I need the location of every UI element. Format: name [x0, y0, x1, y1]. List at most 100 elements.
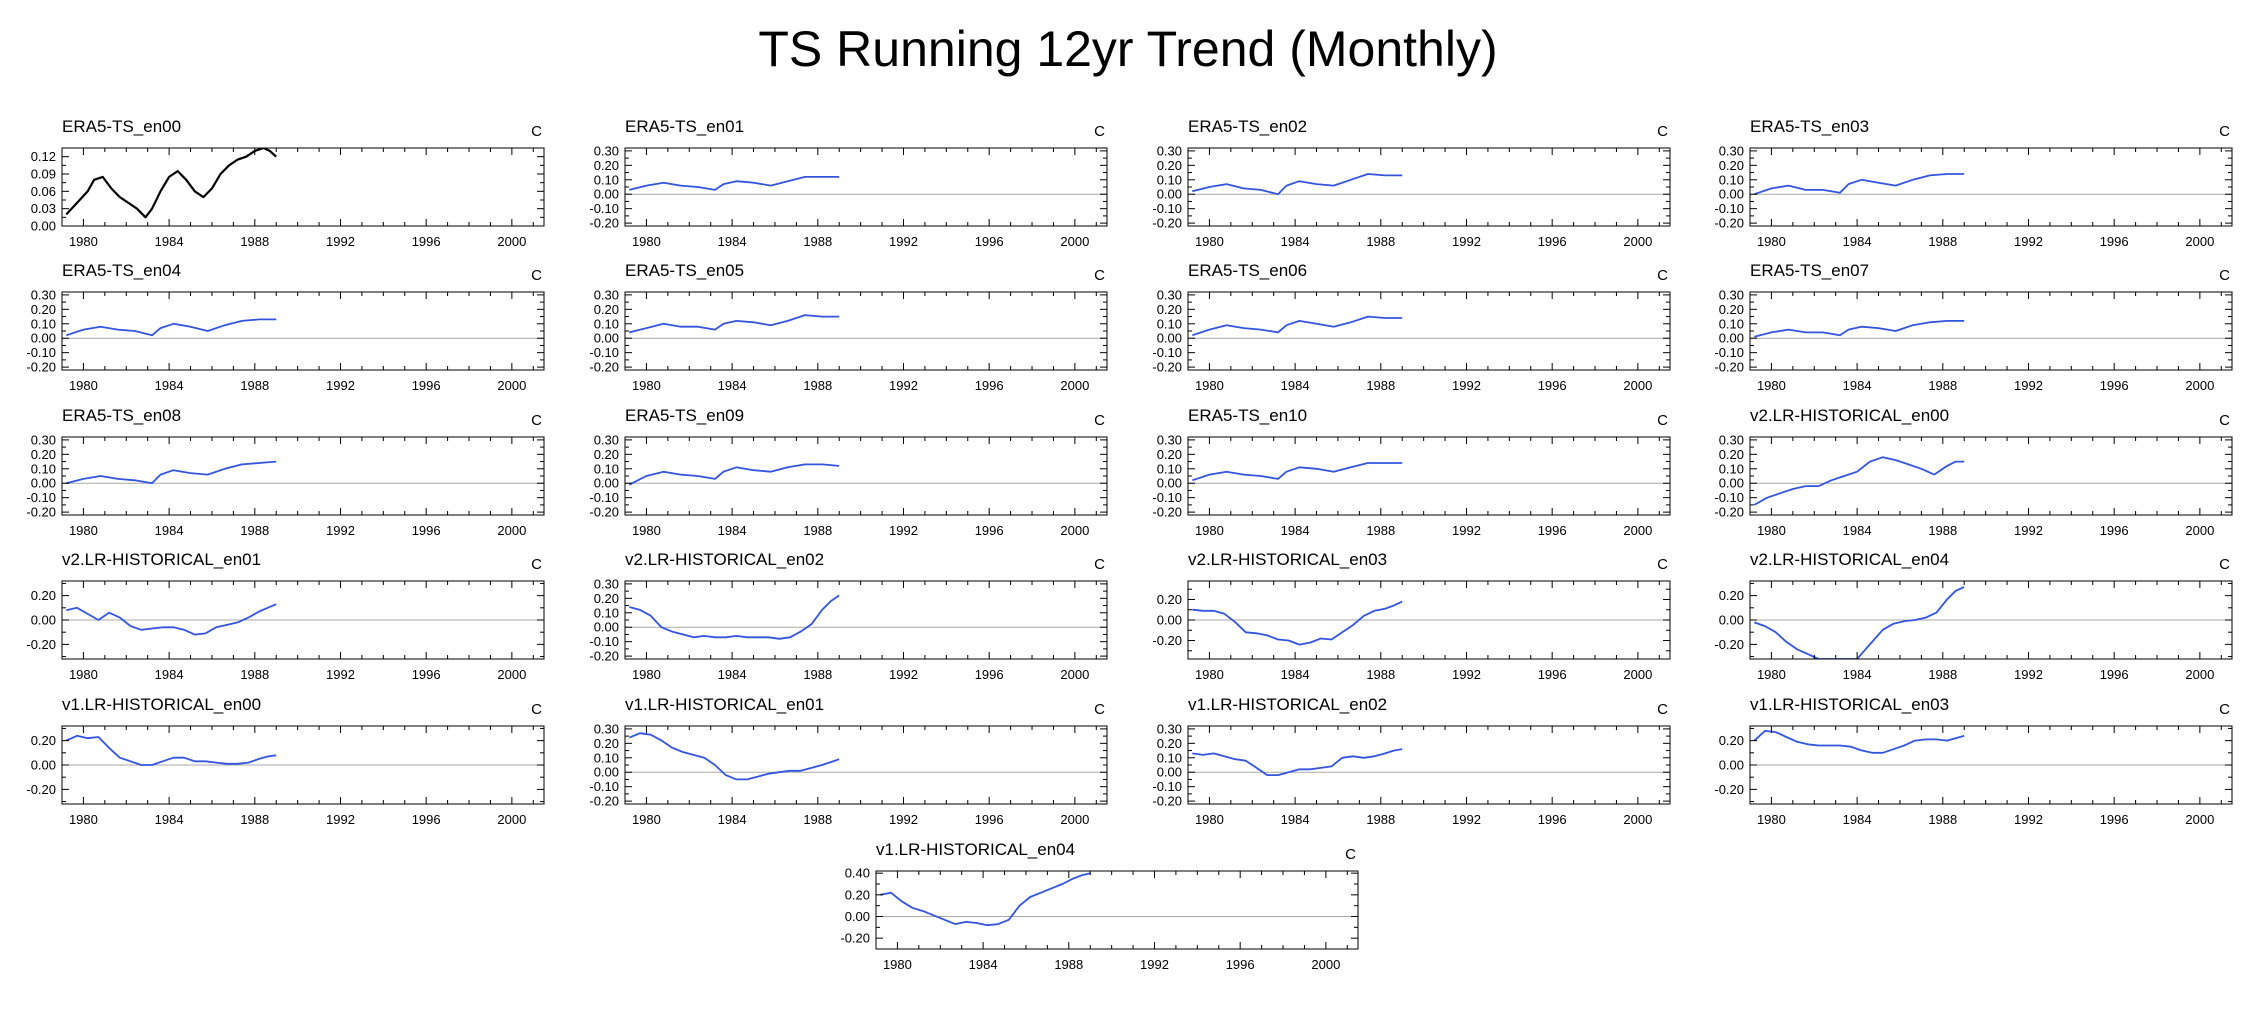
y-tick-label: 0.20 [1719, 447, 1744, 462]
x-tick-label: 1984 [1281, 378, 1310, 393]
x-tick-label: 1992 [1452, 667, 1481, 682]
y-tick-label: 0.20 [594, 591, 619, 606]
x-tick-label: 1988 [803, 667, 832, 682]
chart-panel: ERA5-TS_en10 C 1980 1984 1988 1992 1996 2000 0.3… [1152, 406, 1671, 538]
chart-panel: ERA5-TS_en04 C 1980 1984 1988 1992 1996 2000 0.3… [26, 261, 545, 393]
y-tick-label: 0.20 [31, 733, 56, 748]
x-tick-label: 1992 [326, 812, 355, 827]
y-tick-label: 0.20 [1157, 447, 1182, 462]
y-tick-label: 0.00 [1157, 476, 1182, 491]
y-tick-label: 0.10 [594, 172, 619, 187]
series-line [1754, 320, 1965, 338]
y-tick-label: 0.30 [594, 143, 619, 158]
x-tick-label: 1984 [1843, 234, 1872, 249]
x-tick-label: 1988 [1366, 523, 1395, 538]
series-line [1192, 462, 1403, 482]
y-tick-label: 0.30 [1719, 287, 1744, 302]
x-tick-label: 1996 [1538, 378, 1567, 393]
series-line [629, 314, 840, 334]
chart-panel: v2.LR-HISTORICAL_en02 C 1980 1984 1988 1992 19… [589, 550, 1108, 682]
y-tick-label: 0.10 [594, 605, 619, 620]
x-tick-label: 1988 [1928, 523, 1957, 538]
x-tick-label: 1984 [1281, 234, 1310, 249]
chart-panel: v2.LR-HISTORICAL_en00 C 1980 1984 1988 1992 19… [1714, 406, 2233, 538]
y-tick-label: 0.20 [1719, 733, 1744, 748]
x-tick-label: 1992 [326, 667, 355, 682]
panel-title: ERA5-TS_en09 [625, 406, 744, 425]
x-tick-label: 1996 [1538, 234, 1567, 249]
y-tick-label: 0.00 [1157, 765, 1182, 780]
y-tick-label: -0.20 [1714, 216, 1744, 231]
y-tick-label: 0.30 [594, 287, 619, 302]
series-line [65, 148, 277, 219]
x-tick-label: 1988 [803, 234, 832, 249]
x-tick-label: 1992 [2014, 378, 2043, 393]
y-tick-label: 0.10 [1157, 461, 1182, 476]
x-tick-label: 1984 [1843, 667, 1872, 682]
x-tick-label: 2000 [1623, 234, 1652, 249]
panel-title: v2.LR-HISTORICAL_en04 [1750, 550, 1949, 569]
x-tick-label: 1984 [718, 523, 747, 538]
chart-panel: ERA5-TS_en06 C 1980 1984 1988 1992 1996 2000 0.3… [1152, 261, 1671, 393]
y-tick-label: -0.10 [589, 490, 619, 505]
x-tick-label: 1980 [632, 523, 661, 538]
unit-label: C [2219, 701, 2230, 718]
chart-panel: v1.LR-HISTORICAL_en04 C 1980 1984 1988 1992 19… [840, 840, 1359, 972]
y-tick-label: 0.40 [845, 866, 870, 881]
x-tick-label: 1996 [975, 523, 1004, 538]
x-tick-label: 1988 [803, 812, 832, 827]
x-tick-label: 1980 [883, 957, 912, 972]
panel-title: v1.LR-HISTORICAL_en03 [1750, 695, 1949, 714]
x-tick-label: 2000 [1311, 957, 1340, 972]
unit-label: C [531, 267, 542, 284]
y-tick-label: 0.10 [1719, 316, 1744, 331]
y-tick-label: -0.10 [589, 779, 619, 794]
y-tick-label: 0.20 [1719, 158, 1744, 173]
unit-label: C [2219, 412, 2230, 429]
panel-title: v2.LR-HISTORICAL_en03 [1188, 550, 1387, 569]
x-tick-label: 1984 [1843, 523, 1872, 538]
y-tick-label: 0.00 [594, 620, 619, 635]
panel-title: v1.LR-HISTORICAL_en04 [876, 840, 1075, 859]
series-line [66, 318, 277, 337]
y-tick-label: 0.00 [1719, 331, 1744, 346]
x-tick-label: 1984 [1843, 378, 1872, 393]
x-tick-label: 1988 [1366, 812, 1395, 827]
y-tick-label: 0.10 [594, 750, 619, 765]
y-tick-label: 0.30 [1719, 432, 1744, 447]
series-line [1192, 173, 1403, 196]
x-tick-label: 1980 [69, 234, 98, 249]
y-tick-label: 0.00 [31, 476, 56, 491]
x-tick-label: 1996 [975, 378, 1004, 393]
x-tick-label: 2000 [2185, 234, 2214, 249]
y-tick-label: 0.00 [1719, 476, 1744, 491]
y-tick-label: 0.00 [1719, 613, 1744, 628]
panel-title: ERA5-TS_en04 [62, 261, 181, 280]
panel-title: v1.LR-HISTORICAL_en01 [625, 695, 824, 714]
y-tick-label: 0.30 [31, 287, 56, 302]
x-tick-label: 1984 [718, 234, 747, 249]
panels-layer: ERA5-TS_en00 C 1980 1984 1988 1992 1996 2000 0.0… [26, 117, 2233, 972]
y-tick-label: -0.20 [589, 216, 619, 231]
x-tick-label: 1980 [69, 667, 98, 682]
unit-label: C [1657, 556, 1668, 573]
y-tick-label: 0.30 [1719, 143, 1744, 158]
y-tick-label: -0.20 [589, 360, 619, 375]
y-tick-label: 0.20 [1719, 302, 1744, 317]
y-tick-label: 0.00 [1719, 758, 1744, 773]
x-tick-label: 1984 [718, 812, 747, 827]
chart-panel: ERA5-TS_en03 C 1980 1984 1988 1992 1996 2000 0.3… [1714, 117, 2233, 249]
x-tick-label: 1988 [1928, 234, 1957, 249]
y-tick-label: 0.10 [594, 461, 619, 476]
x-tick-label: 2000 [497, 378, 526, 393]
x-tick-label: 1992 [889, 234, 918, 249]
chart-panel: ERA5-TS_en00 C 1980 1984 1988 1992 1996 2000 0.0… [31, 117, 545, 249]
unit-label: C [1657, 123, 1668, 140]
y-tick-label: 0.00 [31, 331, 56, 346]
y-tick-label: -0.10 [589, 201, 619, 216]
series-line [629, 176, 840, 191]
x-tick-label: 2000 [2185, 523, 2214, 538]
x-tick-label: 1992 [1452, 378, 1481, 393]
x-tick-label: 1996 [412, 378, 441, 393]
y-tick-label: 0.30 [594, 432, 619, 447]
